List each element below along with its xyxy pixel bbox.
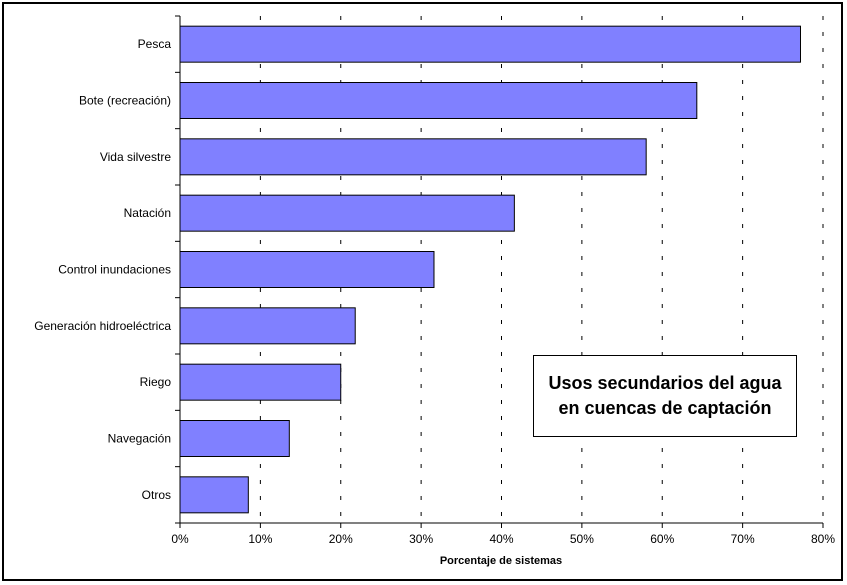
bar [179,476,249,514]
category-label: Otros [142,488,171,502]
chart-title-box: Usos secundarios del agua en cuencas de … [533,355,797,437]
x-tick-label: 40% [489,532,513,546]
bar [179,138,647,176]
category-label: Riego [140,375,172,389]
chart-title-line-1: Usos secundarios del agua [548,373,782,393]
x-tick-label: 20% [329,532,353,546]
x-tick-label: 50% [570,532,594,546]
category-label: Natación [124,206,171,220]
bar [179,251,435,288]
bar [179,25,801,63]
x-tick-label: 60% [650,532,674,546]
category-label: Navegación [108,432,171,446]
bar [179,420,290,457]
bars [179,25,801,514]
category-label: Bote (recreación) [79,94,171,108]
x-tick-label: 30% [409,532,433,546]
x-tick-label: 10% [248,532,272,546]
category-label: Pesca [138,37,172,51]
chart-title-line-2: en cuencas de captación [558,398,772,418]
x-tick-labels: 0% 10% 20% 30% 40% 50% 60% 70% 80% [171,532,835,546]
category-label: Control inundaciones [58,263,171,277]
category-label: Vida silvestre [100,150,171,164]
category-labels: Pesca Bote (recreación) Vida silvestre Nata… [34,37,171,502]
x-tick-label: 0% [171,532,189,546]
x-tick-label: 80% [811,532,835,546]
bar [179,82,698,119]
bar [179,194,515,232]
bar [179,363,342,401]
x-tick-label: 70% [731,532,755,546]
x-axis-title: Porcentaje de sistemas [440,555,562,567]
bar [179,307,356,345]
axes [175,15,824,528]
category-label: Generación hidroeléctrica [34,319,171,333]
